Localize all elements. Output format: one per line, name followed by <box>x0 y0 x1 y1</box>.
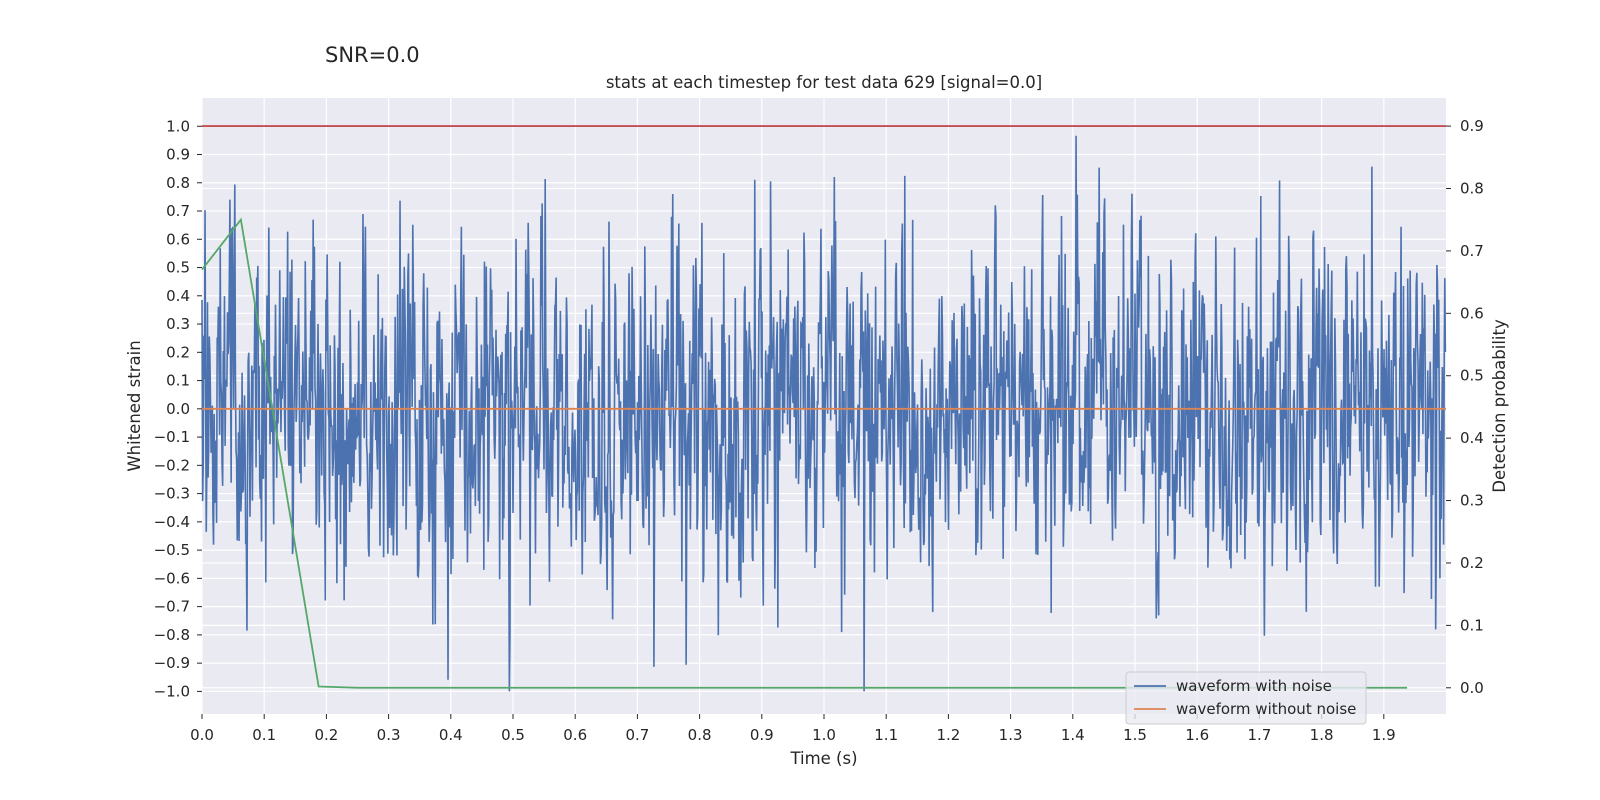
y-tick-label: −0.9 <box>154 654 190 672</box>
y-tick-label: 0.9 <box>166 146 190 164</box>
y2-tick-label: 0.8 <box>1460 179 1484 197</box>
y2-tick-label: 0.6 <box>1460 304 1484 322</box>
waveform-with-noise-line <box>201 135 1447 692</box>
x-tick-label: 1.5 <box>1123 726 1147 744</box>
legend-label-waveform-with-noise: waveform with noise <box>1176 677 1332 695</box>
y-tick-label: 1.0 <box>166 117 190 135</box>
y2-axis-label: Detection probability <box>1490 319 1509 493</box>
x-tick-label: 1.9 <box>1372 726 1396 744</box>
y-tick-label: 0.4 <box>166 287 190 305</box>
y-tick-label: −0.8 <box>154 626 190 644</box>
y2-tick-label: 0.7 <box>1460 242 1484 260</box>
x-tick-label: 1.8 <box>1310 726 1334 744</box>
y-axis-ticks: 1.0 0.9 0.8 0.7 0.6 0.5 0.4 0.3 0.2 0.1 0.0 −0.1 −0.… <box>154 117 202 700</box>
y-tick-label: −0.6 <box>154 569 190 587</box>
y-tick-label: 0.1 <box>166 372 190 390</box>
y2-tick-label: 0.1 <box>1460 616 1484 634</box>
y2-tick-label: 0.4 <box>1460 429 1484 447</box>
x-tick-label: 0.1 <box>252 726 276 744</box>
y-tick-label: 0.2 <box>166 343 190 361</box>
x-tick-label: 0.6 <box>563 726 587 744</box>
y2-axis-ticks: 0.9 0.8 0.7 0.6 0.5 0.4 0.3 0.2 0.1 0.0 <box>1446 117 1484 697</box>
x-tick-label: 0.7 <box>625 726 649 744</box>
x-tick-label: 0.4 <box>439 726 463 744</box>
x-tick-label: 1.7 <box>1247 726 1271 744</box>
x-tick-label: 1.4 <box>1061 726 1085 744</box>
y-tick-label: −0.5 <box>154 541 190 559</box>
snr-label: SNR=0.0 <box>325 43 420 67</box>
legend: waveform with noise waveform without noi… <box>1125 671 1367 725</box>
y-tick-label: 0.3 <box>166 315 190 333</box>
x-axis-label: Time (s) <box>789 749 857 768</box>
y2-tick-label: 0.2 <box>1460 554 1484 572</box>
x-tick-label: 0.8 <box>688 726 712 744</box>
y-tick-label: −0.7 <box>154 598 190 616</box>
waveform-with-noise-series <box>201 135 1447 692</box>
chart-title: stats at each timestep for test data 629… <box>606 73 1042 92</box>
y-tick-label: 0.5 <box>166 259 190 277</box>
y-tick-label: 0.6 <box>166 230 190 248</box>
y-tick-label: −0.3 <box>154 485 190 503</box>
x-axis-ticks: 0.0 0.1 0.2 0.3 0.4 0.5 0.6 0.7 0.8 0.9 1.0 1.1 1.2 1… <box>190 714 1396 744</box>
x-tick-label: 1.2 <box>936 726 960 744</box>
y-tick-label: 0.8 <box>166 174 190 192</box>
y-axis-label: Whitened strain <box>125 340 144 471</box>
y2-tick-label: 0.9 <box>1460 117 1484 135</box>
y-tick-label: −0.4 <box>154 513 190 531</box>
x-tick-label: 0.2 <box>314 726 338 744</box>
y2-tick-label: 0.3 <box>1460 492 1484 510</box>
y2-tick-label: 0.5 <box>1460 367 1484 385</box>
x-tick-label: 0.0 <box>190 726 214 744</box>
x-tick-label: 0.9 <box>750 726 774 744</box>
y2-tick-label: 0.0 <box>1460 679 1484 697</box>
legend-label-waveform-without-noise: waveform without noise <box>1176 700 1356 718</box>
x-tick-label: 0.5 <box>501 726 525 744</box>
y-tick-label: 0.0 <box>166 400 190 418</box>
x-tick-label: 1.0 <box>812 726 836 744</box>
x-tick-label: 0.3 <box>377 726 401 744</box>
legend-box <box>1125 671 1367 725</box>
y-tick-label: −0.1 <box>154 428 190 446</box>
detection-probability-line <box>201 217 1408 689</box>
detection-probability-series <box>201 217 1408 689</box>
y-tick-label: 0.7 <box>166 202 190 220</box>
x-tick-label: 1.6 <box>1185 726 1209 744</box>
y-tick-label: −0.2 <box>154 456 190 474</box>
x-tick-label: 1.3 <box>999 726 1023 744</box>
y-tick-label: −1.0 <box>154 682 190 700</box>
x-tick-label: 1.1 <box>874 726 898 744</box>
